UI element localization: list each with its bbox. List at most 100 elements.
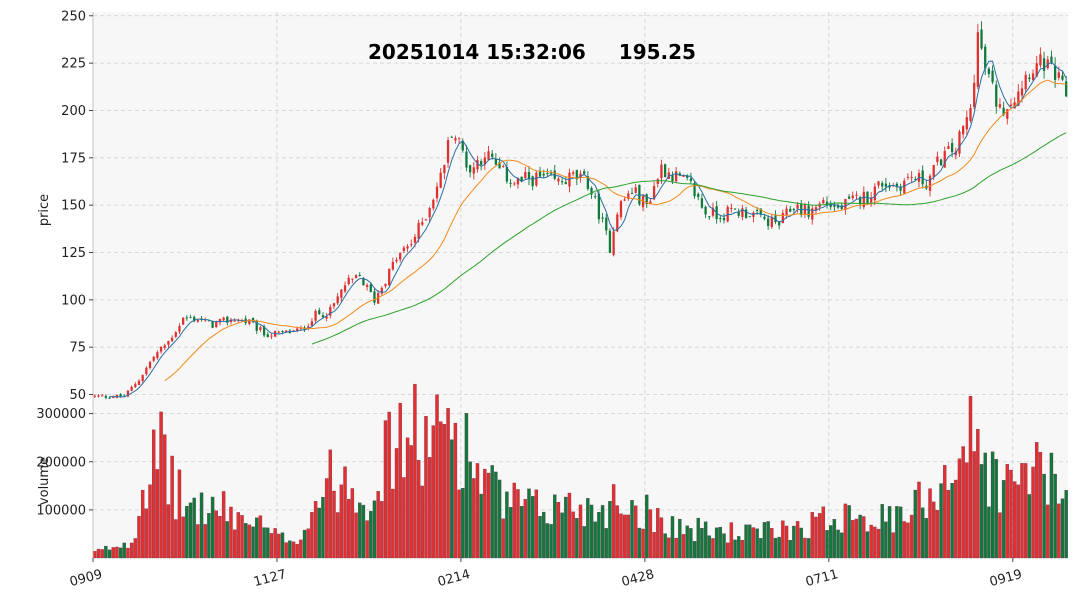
candle-body <box>663 164 667 178</box>
volume-bar <box>902 521 906 559</box>
candle-body <box>520 176 523 181</box>
candle-body <box>825 201 829 206</box>
volume-bar <box>692 541 697 559</box>
candle-body <box>174 332 177 337</box>
candle-body <box>844 199 847 210</box>
volume-bar <box>479 493 483 559</box>
volume-bar <box>354 512 358 559</box>
volume-bar <box>486 472 491 559</box>
volume-bar <box>578 504 583 559</box>
candle-body <box>527 172 531 180</box>
volume-bar <box>1046 504 1050 559</box>
volume-bar <box>729 522 734 559</box>
volume-bar <box>188 502 193 559</box>
volume-bar <box>1020 463 1024 559</box>
candle-body <box>697 193 700 198</box>
volume-bar <box>641 528 645 559</box>
candle-body <box>391 261 394 270</box>
volume-bar <box>836 529 840 559</box>
volume-bar <box>678 518 682 559</box>
candle-body <box>494 158 498 165</box>
x-tick-label: 0711 <box>804 567 840 590</box>
volume-bar <box>689 528 693 559</box>
volume-bar <box>781 520 785 559</box>
candle-body <box>483 157 486 165</box>
volume-bar <box>1027 494 1032 559</box>
volume-bar <box>667 537 671 559</box>
volume-bar <box>468 461 472 559</box>
candle-body <box>307 326 310 328</box>
volume-bar <box>542 511 546 559</box>
volume-bar <box>615 505 619 559</box>
candle-body <box>491 153 494 157</box>
candle-body <box>270 335 273 337</box>
volume-bar <box>387 411 391 559</box>
volume-bar <box>799 527 803 559</box>
volume-bar <box>214 510 218 559</box>
volume-bar <box>773 537 778 559</box>
volume-bar <box>258 515 263 559</box>
volume-bar <box>840 532 844 559</box>
volume-bar <box>755 528 759 559</box>
candle-body <box>1061 75 1064 80</box>
candle-body <box>693 183 696 197</box>
volume-bar <box>714 527 719 559</box>
candle-body <box>616 214 619 232</box>
x-tick-label: 0428 <box>620 567 656 590</box>
volume-bar <box>196 524 200 559</box>
candle-body <box>1017 91 1020 106</box>
volume-bar <box>93 551 97 559</box>
volume-bar <box>497 479 502 559</box>
price-tick-label: 100 <box>61 293 86 308</box>
candle-body <box>185 317 188 319</box>
candle-body <box>516 178 520 185</box>
volume-bar <box>659 517 664 559</box>
volume-bar <box>523 499 528 559</box>
price-tick-label: 50 <box>69 388 86 403</box>
volume-bar <box>920 507 925 559</box>
volume-bar <box>622 514 627 559</box>
volume-bar <box>851 520 855 559</box>
volume-bar <box>1060 498 1065 559</box>
volume-bar <box>965 462 969 559</box>
volume-bar <box>453 422 458 559</box>
volume-bar <box>350 488 355 559</box>
volume-bar <box>1057 503 1061 559</box>
candle-body <box>531 176 534 187</box>
candle-body <box>417 222 420 239</box>
candle-body <box>1020 88 1024 96</box>
volume-tick-label: 200000 <box>36 455 86 470</box>
candle-body <box>675 171 678 182</box>
candle-body <box>645 194 648 204</box>
volume-bar <box>648 509 653 559</box>
candle-body <box>652 186 656 200</box>
candle-body <box>152 356 155 361</box>
candle-body <box>314 310 317 321</box>
candle-body <box>406 246 409 249</box>
volume-axis-label: volume <box>37 457 52 505</box>
volume-bar <box>656 508 660 559</box>
candle-body <box>101 395 104 397</box>
candle-body <box>807 205 810 217</box>
volume-bar <box>199 492 204 559</box>
candle-body <box>733 208 737 210</box>
volume-bar <box>369 510 373 559</box>
volume-bar <box>891 532 895 559</box>
candle-body <box>722 217 726 221</box>
candle-body <box>513 183 516 185</box>
volume-bar <box>442 424 447 559</box>
candle-body <box>112 397 115 399</box>
volume-bar <box>107 549 112 559</box>
volume-bar <box>534 489 539 559</box>
volume-bar <box>784 525 789 559</box>
volume-bar <box>159 411 163 559</box>
volume-bar <box>586 498 590 559</box>
volume-bar <box>567 492 572 559</box>
candle-body <box>803 205 807 215</box>
volume-bar <box>917 481 921 559</box>
volume-bar <box>266 527 270 559</box>
volume-bar <box>954 479 958 559</box>
candle-body <box>1009 104 1013 107</box>
candle-body <box>432 199 435 209</box>
candle-body <box>755 210 759 212</box>
